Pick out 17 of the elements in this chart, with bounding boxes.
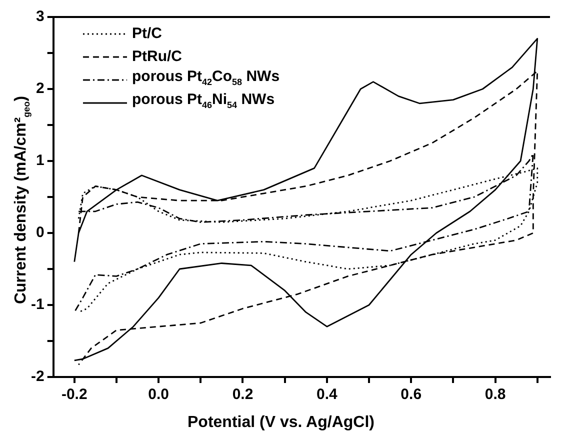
- x-tick-label: 0.8: [484, 386, 506, 404]
- legend-label: porous Pt$_{46}$Ni$_{54}$ NWs: [132, 90, 275, 112]
- x-tick-label: 0.6: [400, 386, 422, 404]
- legend-label: PtRu/C: [132, 46, 182, 66]
- y-tick-label: -1: [30, 296, 44, 314]
- y-tick-label: -2: [30, 368, 44, 386]
- x-tick-label: -0.2: [61, 386, 88, 404]
- x-tick-label: 0.4: [316, 386, 338, 404]
- y-tick-label: 2: [36, 80, 44, 98]
- y-tick-label: 1: [36, 152, 44, 170]
- legend-label: porous Pt$_{42}$Co$_{58}$ NWs: [132, 68, 280, 87]
- y-tick-label: 0: [36, 224, 44, 242]
- y-tick-label: 3: [36, 8, 44, 26]
- x-tick-label: 0.2: [232, 386, 254, 404]
- text: 0.0: [148, 386, 169, 404]
- legend-label: Pt/C: [132, 24, 162, 44]
- x-axis-title: Potential (V vs. Ag/AgCl): [186, 414, 376, 432]
